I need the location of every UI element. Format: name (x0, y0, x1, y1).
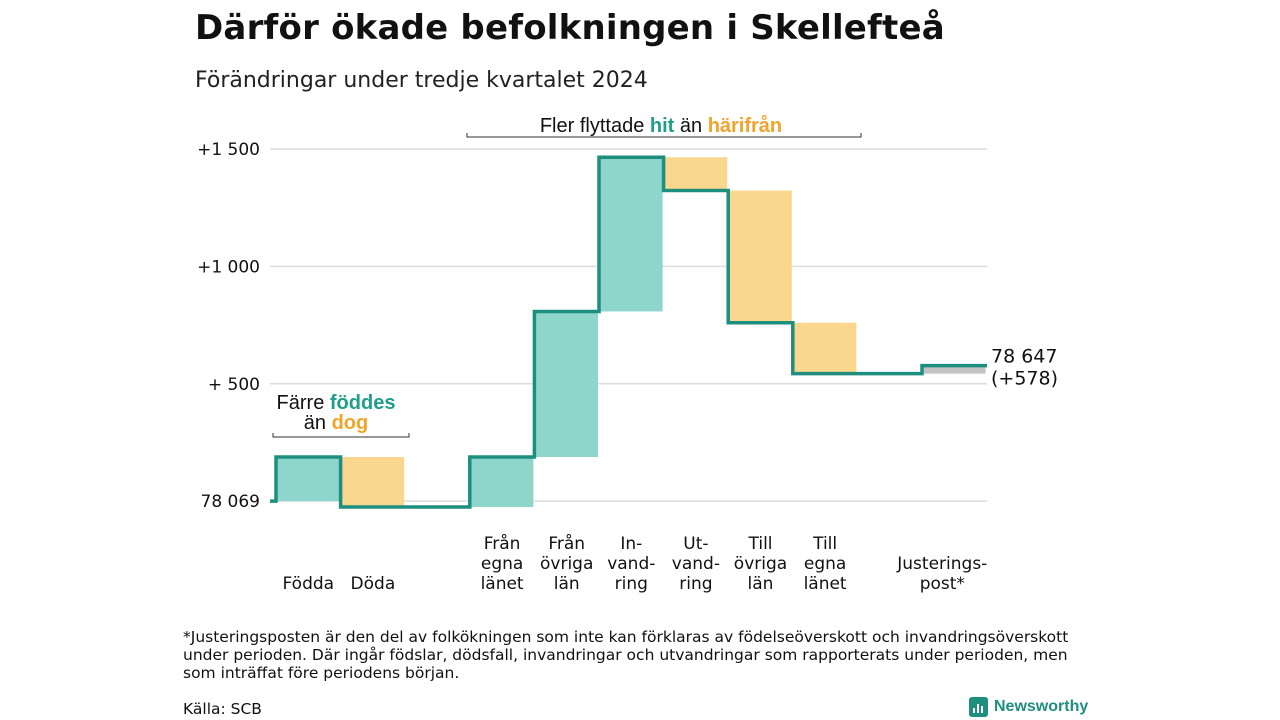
migration-annotation-text: Fler flyttade (540, 115, 650, 137)
migration-bracket (466, 133, 862, 138)
x-tick-label: övriga (734, 554, 787, 574)
x-tick-label: län (748, 574, 774, 594)
waterfall-chart: 78 069+ 500+1 000+1 500 Födda DödaFrånegn… (197, 114, 1058, 594)
x-tick-label: ring (615, 574, 648, 594)
births-annotation-line1: Färre föddes (277, 392, 396, 414)
x-tick-label: Från (484, 533, 521, 554)
x-tick-label: egna (481, 554, 523, 574)
x-axis-labels: Födda DödaFrånegnalänetFrånövrigalänIn-va… (283, 533, 988, 594)
migration-annotation: Fler flyttade hit än härifrån (540, 114, 782, 137)
x-tick-label: övriga (540, 554, 593, 574)
footnote: *Justeringsposten är den del av folkökni… (183, 628, 1069, 682)
x-tick-label: Från (548, 533, 585, 554)
y-tick-label: +1 500 (197, 140, 260, 160)
chart-title: Därför ökade befolkningen i Skellefteå (195, 8, 945, 48)
x-tick-label: post* (920, 574, 965, 594)
bar-decrease (341, 456, 405, 507)
x-tick-label: länet (481, 574, 524, 594)
migration-annotation-text: än (674, 115, 707, 137)
bar-increase (535, 311, 598, 457)
births-annotation-highlight: föddes (330, 392, 396, 414)
bar-decrease (729, 190, 792, 323)
migration-annotation-highlight: hit (650, 115, 675, 137)
y-tick-label: + 500 (208, 375, 260, 395)
bar-increase (277, 456, 340, 502)
end-value-label: 78 647 (991, 346, 1057, 368)
x-tick-label: In- (620, 534, 642, 554)
births-annotation-highlight: dog (332, 412, 369, 434)
bar-chart-logo-icon (969, 697, 988, 717)
bar-decrease (664, 157, 728, 191)
bar-increase (600, 157, 663, 312)
births-annotation-line2: än dog (304, 412, 368, 434)
x-tick-label: egna (804, 554, 846, 574)
step-line (270, 155, 987, 509)
y-tick-label: +1 000 (197, 257, 260, 277)
x-tick-label: ring (679, 574, 712, 594)
x-tick-label: vand- (607, 554, 655, 574)
source-note: Källa: SCB (183, 700, 262, 718)
births-bracket (272, 433, 410, 438)
chart-subtitle: Förändringar under tredje kvartalet 2024 (195, 68, 648, 93)
bars (277, 157, 986, 507)
x-tick-label: Till (812, 534, 837, 554)
x-tick-label: Justerings- (896, 554, 987, 574)
end-change-label: (+578) (991, 368, 1058, 390)
brand-name: Newsworthy (994, 698, 1089, 715)
running-total-line (270, 155, 987, 509)
x-tick-label: Till (747, 534, 772, 554)
bar-increase (470, 456, 534, 507)
births-annotation-text: Färre (277, 392, 330, 414)
y-axis: 78 069 + 500 +1 000 +1 500 (197, 140, 260, 512)
bar-decrease (793, 322, 857, 374)
bar-adjustment (923, 365, 986, 374)
migration-annotation-highlight: härifrån (708, 114, 782, 137)
x-tick-label: länet (804, 574, 847, 594)
x-tick-label: Ut- (683, 534, 708, 554)
x-tick-label: vand- (672, 554, 720, 574)
x-tick-label: Döda (351, 574, 396, 594)
x-tick-label: Födda (283, 574, 335, 594)
births-annotation-text: än (304, 412, 332, 434)
y-tick-label: 78 069 (201, 492, 260, 512)
brand-logo: Newsworthy (969, 697, 1088, 717)
x-tick-label: län (554, 574, 580, 594)
